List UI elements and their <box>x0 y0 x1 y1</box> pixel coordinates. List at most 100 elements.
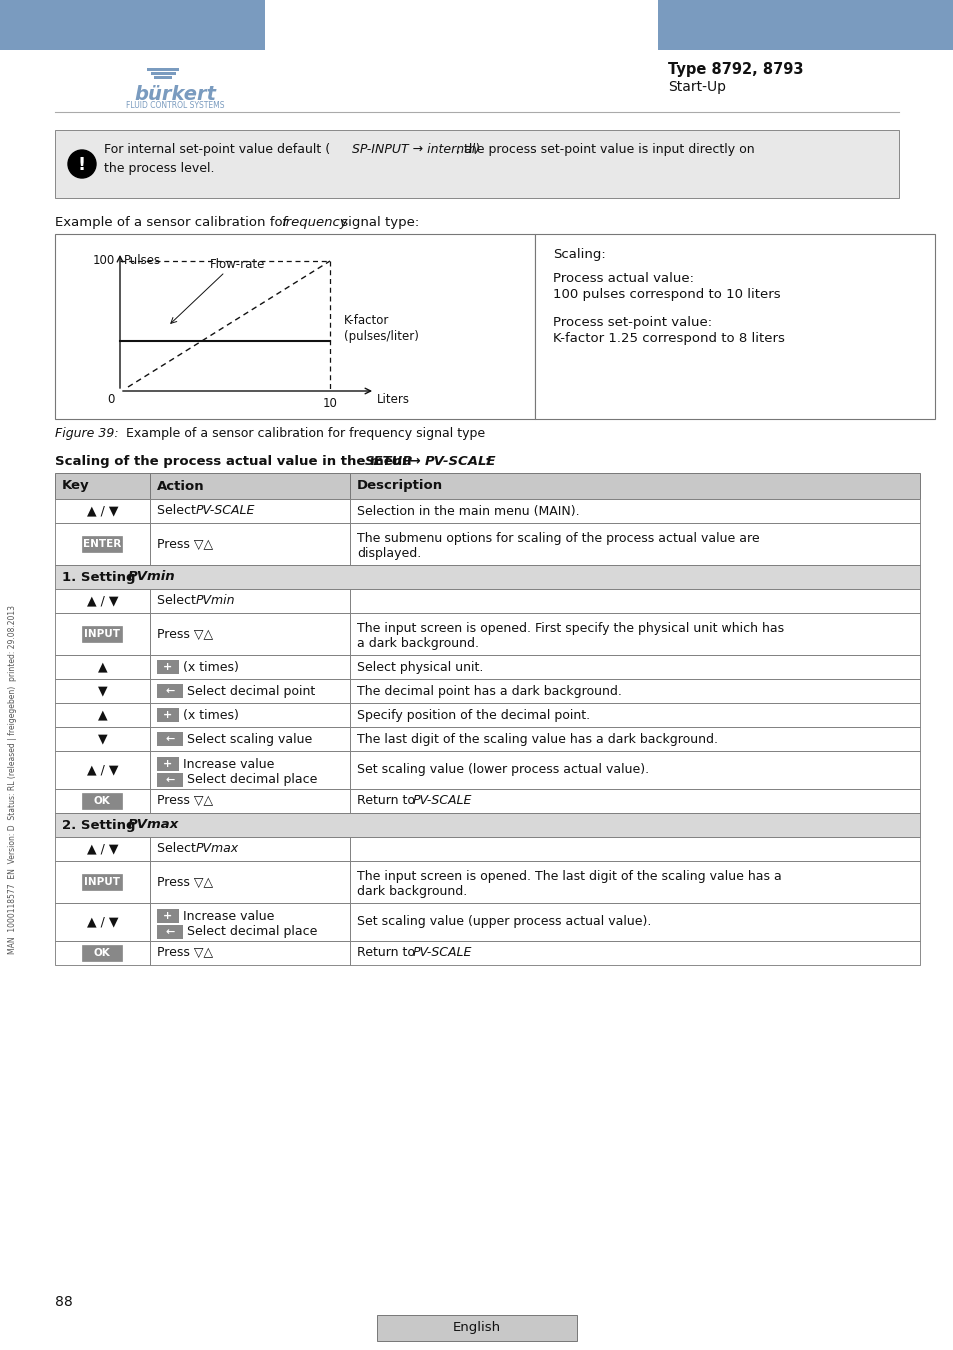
Text: Return to: Return to <box>356 946 418 960</box>
Bar <box>55 500 150 522</box>
Bar <box>350 837 919 861</box>
Bar <box>150 613 350 655</box>
Text: Select: Select <box>157 842 200 856</box>
Bar <box>350 728 919 751</box>
Text: .: . <box>464 946 469 960</box>
Text: Process actual value:: Process actual value: <box>553 271 693 285</box>
Bar <box>55 703 150 728</box>
Bar <box>157 909 179 923</box>
Text: !: ! <box>78 157 86 174</box>
Text: INPUT: INPUT <box>84 629 120 639</box>
Text: displayed.: displayed. <box>356 547 421 560</box>
Text: PVmax: PVmax <box>128 818 179 832</box>
Bar <box>157 757 179 771</box>
Bar <box>157 707 179 722</box>
Text: Set scaling value (lower process actual value).: Set scaling value (lower process actual … <box>356 764 648 776</box>
Bar <box>150 500 350 522</box>
Text: ←: ← <box>165 775 174 784</box>
Text: Example of a sensor calibration for: Example of a sensor calibration for <box>55 216 292 230</box>
Text: 1. Setting: 1. Setting <box>62 571 140 583</box>
Bar <box>350 941 919 965</box>
Circle shape <box>68 150 96 178</box>
Bar <box>147 68 179 72</box>
Text: English: English <box>453 1322 500 1335</box>
Text: Select scaling value: Select scaling value <box>187 733 312 745</box>
Text: Action: Action <box>157 479 204 493</box>
Text: PVmin: PVmin <box>128 571 175 583</box>
Text: ▼: ▼ <box>97 684 107 698</box>
Text: +: + <box>163 911 172 921</box>
Bar <box>535 234 934 418</box>
Text: Specify position of the decimal point.: Specify position of the decimal point. <box>356 709 590 721</box>
Bar <box>350 500 919 522</box>
Bar <box>55 472 150 499</box>
Text: ▲ / ▼: ▲ / ▼ <box>87 505 118 517</box>
Bar <box>150 903 350 941</box>
Text: The input screen is opened. The last digit of the scaling value has a: The input screen is opened. The last dig… <box>356 869 781 883</box>
Text: Scaling of the process actual value in the menu: Scaling of the process actual value in t… <box>55 455 416 468</box>
Text: Figure 39:: Figure 39: <box>55 427 118 440</box>
Text: Selection in the main menu (MAIN).: Selection in the main menu (MAIN). <box>356 505 579 517</box>
Text: PV-SCALE: PV-SCALE <box>195 505 255 517</box>
Bar <box>55 130 898 198</box>
Text: :: : <box>484 455 490 468</box>
Text: SETUP: SETUP <box>365 455 413 468</box>
Bar <box>55 813 919 837</box>
Bar <box>0 0 265 50</box>
Bar <box>55 861 150 903</box>
Bar <box>157 925 183 940</box>
Text: ▲ / ▼: ▲ / ▼ <box>87 764 118 776</box>
Text: the process level.: the process level. <box>104 162 214 176</box>
Text: +: + <box>163 710 172 720</box>
Text: Select decimal place: Select decimal place <box>187 926 317 938</box>
Text: K-factor: K-factor <box>344 315 389 327</box>
Text: The input screen is opened. First specify the physical unit which has: The input screen is opened. First specif… <box>356 622 783 634</box>
Text: Scaling:: Scaling: <box>553 248 605 261</box>
Text: Press ▽△: Press ▽△ <box>157 628 213 640</box>
Bar <box>150 837 350 861</box>
Text: signal type:: signal type: <box>336 216 418 230</box>
Bar <box>150 941 350 965</box>
Bar <box>150 751 350 788</box>
Text: →: → <box>405 455 425 468</box>
Text: +: + <box>163 759 172 769</box>
Text: Select: Select <box>157 594 200 608</box>
Bar <box>376 1315 577 1341</box>
Bar <box>150 703 350 728</box>
Text: Increase value: Increase value <box>183 910 274 922</box>
Text: Press ▽△: Press ▽△ <box>157 876 213 888</box>
Bar <box>55 613 150 655</box>
Bar <box>157 732 183 747</box>
Bar <box>55 788 150 813</box>
Bar <box>55 679 150 703</box>
Text: OK: OK <box>93 796 111 806</box>
Text: ▲ / ▼: ▲ / ▼ <box>87 915 118 929</box>
Bar <box>82 536 122 552</box>
Text: 88: 88 <box>55 1295 72 1309</box>
Text: 100: 100 <box>92 255 115 267</box>
Bar <box>157 660 179 674</box>
Bar <box>55 566 919 589</box>
Bar <box>150 788 350 813</box>
Text: PVmax: PVmax <box>195 842 239 856</box>
Text: ▲ / ▼: ▲ / ▼ <box>87 594 118 608</box>
Bar <box>350 679 919 703</box>
Bar <box>350 861 919 903</box>
Bar <box>55 837 150 861</box>
Text: +: + <box>163 662 172 672</box>
Bar <box>55 751 150 788</box>
Bar <box>82 792 122 809</box>
Text: FLUID CONTROL SYSTEMS: FLUID CONTROL SYSTEMS <box>126 101 224 109</box>
Text: Start-Up: Start-Up <box>667 80 725 94</box>
Bar <box>350 589 919 613</box>
Text: Flow-rate: Flow-rate <box>210 258 265 271</box>
Bar <box>157 774 183 787</box>
Text: INPUT: INPUT <box>84 878 120 887</box>
Bar <box>150 861 350 903</box>
Text: Example of a sensor calibration for frequency signal type: Example of a sensor calibration for freq… <box>110 427 485 440</box>
Bar <box>68 150 96 178</box>
Text: ▲: ▲ <box>97 660 107 674</box>
Bar <box>55 903 150 941</box>
Text: frequency: frequency <box>281 216 347 230</box>
Bar <box>151 72 175 76</box>
